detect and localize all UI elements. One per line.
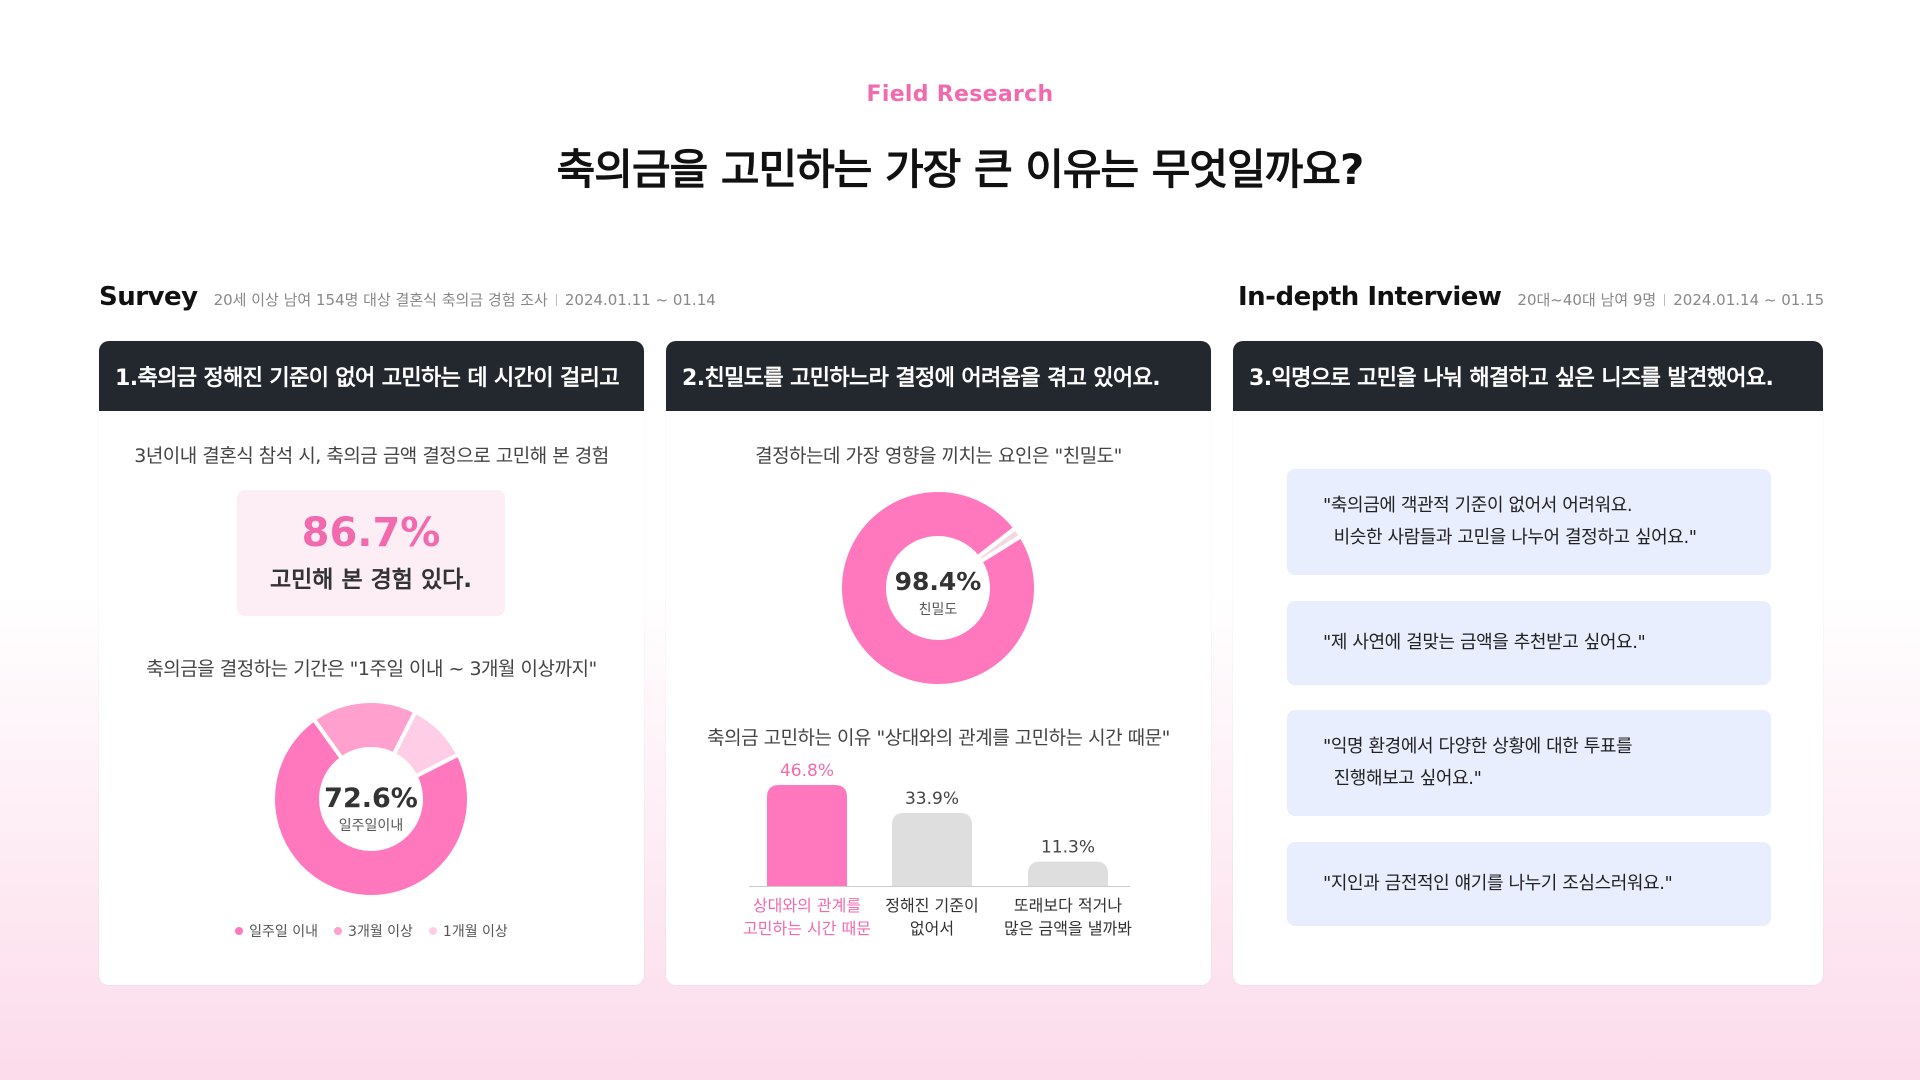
legend-dot	[334, 927, 343, 935]
bar-3	[1028, 861, 1108, 886]
survey-meta-period: 2024.01.11 ~ 01.14	[564, 290, 716, 309]
stat-box: 86.7% 고민해 본 경험 있다.	[237, 490, 505, 616]
donut-slice-2	[974, 525, 1024, 565]
meta-separator	[1664, 293, 1666, 306]
survey-section-header: Survey 20세 이상 남여 154명 대상 결혼식 축의금 경험 조사 2…	[99, 282, 716, 312]
survey-title: Survey	[99, 282, 198, 312]
interview-meta-period: 2024.01.14 ~ 01.15	[1673, 290, 1825, 309]
bar-value-label: 11.3%	[1041, 838, 1095, 858]
card-finding-2: 2.친밀도를 고민하느라 결정에 어려움을 겪고 있어요. 결정하는데 가장 영…	[666, 341, 1211, 985]
donut-slice-3	[391, 708, 462, 779]
donut-2-center-label: 친밀도	[919, 602, 958, 618]
period-donut-chart: 72.6% 일주일이내	[271, 699, 471, 899]
donut-slice-1	[838, 488, 1038, 688]
card-2-heading: 2.친밀도를 고민하느라 결정에 어려움을 겪고 있어요.	[666, 341, 1211, 411]
donut-slice-1	[271, 716, 471, 899]
card-2-subtitle-factor: 결정하는데 가장 영향을 끼치는 요인은 "친밀도"	[755, 445, 1122, 467]
page-title: 축의금을 고민하는 가장 큰 이유는 무엇일까요?	[556, 145, 1365, 194]
legend-dot	[235, 927, 244, 935]
survey-meta: 20세 이상 남여 154명 대상 결혼식 축의금 경험 조사 2024.01.…	[214, 289, 716, 310]
bar-1	[767, 785, 847, 886]
bar-category-label: 또래보다 적거나	[1014, 896, 1122, 915]
bar-value-label: 46.8%	[780, 761, 834, 781]
card-1-heading: 1.축의금 정해진 기준이 없어 고민하는 데 시간이 걸리고	[99, 341, 644, 411]
bar-category-label: 정해진 기준이	[885, 896, 978, 915]
bar-category-label: 없어서	[910, 919, 954, 938]
interview-meta-target: 20대~40대 남여 9명	[1517, 291, 1657, 309]
donut-1-legend: 일주일 이내 3개월 이상 1개월 이상	[99, 921, 644, 941]
quote-card: "지인과 금전적인 얘기를 나누기 조심스러워요."	[1287, 842, 1771, 926]
legend-label: 1개월 이상	[442, 924, 508, 940]
interview-title: In-depth Interview	[1238, 282, 1502, 312]
bar-2	[892, 812, 972, 886]
quote-card: "축의금에 객관적 기준이 없어서 어려워요. 비슷한 사람들과 고민을 나누어…	[1287, 469, 1771, 575]
survey-meta-target: 20세 이상 남여 154명 대상 결혼식 축의금 경험 조사	[213, 291, 548, 309]
bar-value-label: 33.9%	[905, 789, 959, 809]
interview-section-header: In-depth Interview 20대~40대 남여 9명 2024.01…	[1238, 282, 1824, 312]
bar-category-label: 많은 금액을 낼까봐	[1004, 919, 1132, 938]
eyebrow: Field Research	[866, 82, 1054, 107]
meta-separator	[555, 293, 557, 306]
stat-value: 86.7%	[301, 510, 441, 556]
card-1-subtitle-experience: 3년이내 결혼식 참석 시, 축의금 금액 결정으로 고민해 본 경험	[134, 445, 609, 467]
interview-meta: 20대~40대 남여 9명 2024.01.14 ~ 01.15	[1517, 289, 1824, 310]
card-3-heading: 3.익명으로 고민을 나눠 해결하고 싶은 니즈를 발견했어요.	[1233, 341, 1823, 411]
stat-caption: 고민해 본 경험 있다.	[269, 567, 473, 593]
card-finding-1: 1.축의금 정해진 기준이 없어 고민하는 데 시간이 걸리고 3년이내 결혼식…	[99, 341, 644, 985]
quote-text: "제 사연에 걸맞는 금액을 추천받고 싶어요."	[1323, 632, 1646, 653]
quote-text: "축의금에 객관적 기준이 없어서 어려워요. 비슷한 사람들과 고민을 나누어…	[1323, 495, 1697, 548]
donut-1-center-label: 일주일이내	[339, 818, 403, 834]
donut-1-center-value: 72.6%	[324, 783, 418, 814]
legend-item-1month: 1개월 이상	[428, 921, 508, 941]
quote-card: "제 사연에 걸맞는 금액을 추천받고 싶어요."	[1287, 601, 1771, 685]
bar-category-label: 상대와의 관계를	[753, 896, 861, 915]
intimacy-donut-chart: 98.4% 친밀도	[838, 488, 1038, 688]
card-finding-3: 3.익명으로 고민을 나눠 해결하고 싶은 니즈를 발견했어요. "축의금에 객…	[1233, 341, 1823, 985]
bar-category-label: 고민하는 시간 때문	[743, 919, 871, 938]
card-1-subtitle-period: 축의금을 결정하는 기간은 "1주일 이내 ~ 3개월 이상까지"	[146, 658, 597, 680]
legend-item-3month: 3개월 이상	[334, 921, 413, 941]
legend-dot	[428, 927, 437, 935]
legend-label: 3개월 이상	[348, 924, 413, 940]
card-2-subtitle-reason: 축의금 고민하는 이유 "상대와의 관계를 고민하는 시간 때문"	[707, 727, 1170, 749]
donut-2-center-value: 98.4%	[895, 567, 982, 596]
quote-text: "익명 환경에서 다양한 상황에 대한 투표를 진행해보고 싶어요."	[1323, 736, 1633, 789]
quote-card: "익명 환경에서 다양한 상황에 대한 투표를 진행해보고 싶어요."	[1287, 710, 1771, 816]
quote-text: "지인과 금전적인 얘기를 나누기 조심스러워요."	[1323, 873, 1673, 894]
legend-item-week: 일주일 이내	[235, 921, 318, 941]
legend-label: 일주일 이내	[249, 924, 319, 940]
